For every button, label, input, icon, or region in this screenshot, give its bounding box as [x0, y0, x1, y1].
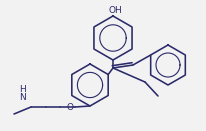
- Text: OH: OH: [109, 6, 122, 15]
- Text: H: H: [20, 86, 26, 94]
- Text: N: N: [20, 92, 26, 102]
- Text: O: O: [67, 102, 74, 111]
